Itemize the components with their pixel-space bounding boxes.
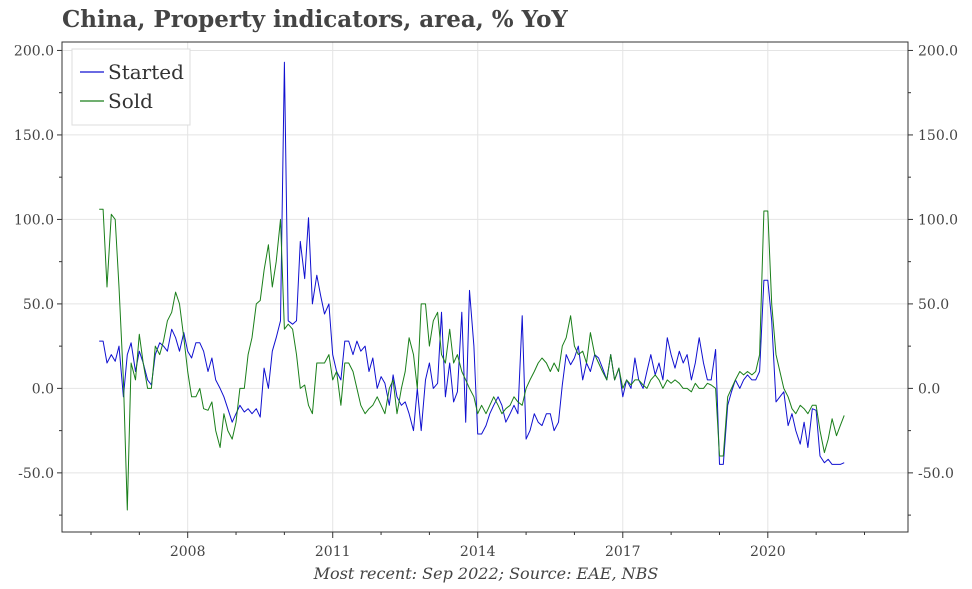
series-layer <box>99 61 845 511</box>
source-note: Most recent: Sep 2022; Source: EAE, NBS <box>313 564 659 583</box>
line-chart: -50.0 -50.0 0.0 0.0 50.0 50.0 100.0 100.0 150.0 1… <box>14 41 958 560</box>
y-tick-label-right: 100.0 <box>918 212 958 228</box>
y-tick-label-left: 0.0 <box>32 381 54 397</box>
y-tick-label-right: 0.0 <box>918 381 940 397</box>
chart-title: China, Property indicators, area, % YoY <box>62 6 568 33</box>
legend: Started Sold <box>71 48 191 126</box>
x-tick-label: 2011 <box>315 544 351 560</box>
y-tick-label-left: -50.0 <box>18 466 54 482</box>
y-tick-label-left: 150.0 <box>14 128 54 144</box>
x-tick-label: 2017 <box>605 544 641 560</box>
legend-label-started: Started <box>108 60 184 84</box>
y-tick-label-right: 150.0 <box>918 128 958 144</box>
axes: -50.0 -50.0 0.0 0.0 50.0 50.0 100.0 100.0 150.0 1… <box>14 43 958 560</box>
series-line-started <box>99 61 845 465</box>
y-tick-label-right: -50.0 <box>918 466 954 482</box>
y-tick-label-left: 100.0 <box>14 212 54 228</box>
plot-frame <box>61 41 909 533</box>
series-line-sold <box>99 208 845 511</box>
legend-label-sold: Sold <box>108 89 153 113</box>
y-tick-label-left: 50.0 <box>23 297 54 313</box>
y-tick-label-left: 200.0 <box>14 43 54 59</box>
gridlines <box>62 42 908 532</box>
y-tick-label-right: 200.0 <box>918 43 958 59</box>
x-tick-label: 2014 <box>460 544 496 560</box>
x-tick-label: 2008 <box>170 544 206 560</box>
x-tick-label: 2020 <box>750 544 786 560</box>
legend-box <box>71 48 191 126</box>
y-tick-label-right: 50.0 <box>918 297 949 313</box>
